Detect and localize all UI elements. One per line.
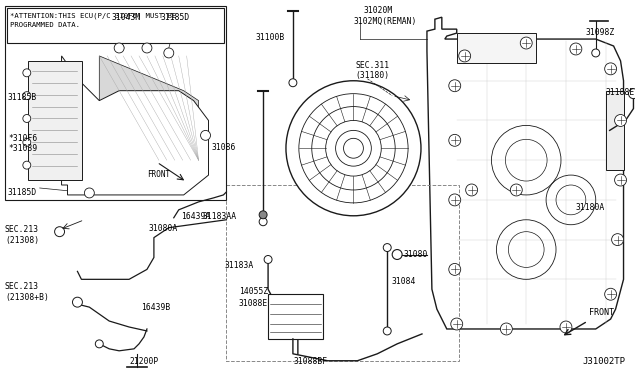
Text: 31185D: 31185D	[161, 13, 190, 22]
Circle shape	[592, 49, 600, 57]
Circle shape	[451, 318, 463, 330]
Text: 21200P: 21200P	[129, 357, 158, 366]
Circle shape	[392, 250, 402, 260]
Text: 31183AA: 31183AA	[202, 212, 236, 221]
Text: 31100B: 31100B	[256, 33, 285, 42]
Polygon shape	[99, 56, 198, 175]
Circle shape	[264, 256, 272, 263]
Text: 16439B: 16439B	[141, 303, 170, 312]
Circle shape	[289, 79, 297, 87]
Circle shape	[23, 138, 31, 146]
Circle shape	[286, 81, 421, 216]
Text: 31020M: 31020M	[364, 6, 393, 15]
Text: 31088E: 31088E	[239, 299, 268, 308]
Circle shape	[449, 134, 461, 146]
Text: 14055Z: 14055Z	[239, 287, 268, 296]
Text: 31180A: 31180A	[576, 203, 605, 212]
Text: 31185D: 31185D	[8, 188, 37, 197]
Circle shape	[466, 184, 477, 196]
Circle shape	[114, 43, 124, 53]
Circle shape	[614, 174, 627, 186]
Bar	[268, 294, 323, 339]
Bar	[5, 6, 227, 200]
Circle shape	[449, 80, 461, 92]
Bar	[605, 91, 623, 170]
Text: *310F6: *310F6	[8, 134, 37, 143]
Circle shape	[72, 297, 83, 307]
Text: 16439A: 16439A	[180, 212, 210, 221]
Circle shape	[570, 43, 582, 55]
Circle shape	[23, 115, 31, 122]
Bar	[28, 61, 83, 180]
Bar	[7, 8, 225, 43]
Text: 31088BF: 31088BF	[294, 357, 328, 366]
Circle shape	[612, 234, 623, 246]
Polygon shape	[427, 17, 623, 329]
Text: SEC.213: SEC.213	[5, 225, 39, 234]
Circle shape	[605, 288, 616, 300]
Text: (21308): (21308)	[5, 235, 39, 245]
Circle shape	[560, 321, 572, 333]
Circle shape	[259, 218, 267, 226]
Text: FRONT: FRONT	[147, 170, 170, 179]
Text: 31086: 31086	[212, 143, 236, 152]
Circle shape	[95, 340, 103, 348]
Circle shape	[628, 89, 639, 99]
Text: 31185B: 31185B	[8, 93, 37, 102]
Circle shape	[605, 63, 616, 75]
Text: 31080: 31080	[403, 250, 428, 259]
Circle shape	[520, 37, 532, 49]
Circle shape	[200, 131, 211, 140]
Circle shape	[142, 43, 152, 53]
Text: SEC.213: SEC.213	[5, 282, 39, 291]
Text: 31080A: 31080A	[149, 224, 178, 233]
Circle shape	[164, 48, 173, 58]
Text: J31002TP: J31002TP	[582, 357, 625, 366]
Circle shape	[23, 69, 31, 77]
Text: FRONT: FRONT	[589, 308, 614, 317]
Circle shape	[614, 115, 627, 126]
Circle shape	[23, 92, 31, 100]
Text: *31039: *31039	[8, 144, 37, 153]
Polygon shape	[61, 56, 209, 195]
Text: 31043M: 31043M	[111, 13, 140, 22]
Text: 31188E: 31188E	[605, 88, 635, 97]
Text: 31183A: 31183A	[225, 262, 254, 270]
Circle shape	[449, 194, 461, 206]
Circle shape	[500, 323, 513, 335]
Circle shape	[23, 161, 31, 169]
Text: (31180): (31180)	[355, 71, 390, 80]
Text: *ATTENTION:THIS ECU(P/C 310F6) MUST BE: *ATTENTION:THIS ECU(P/C 310F6) MUST BE	[10, 12, 176, 19]
Circle shape	[459, 50, 470, 62]
Circle shape	[449, 263, 461, 275]
Bar	[457, 33, 536, 63]
Text: SEC.311: SEC.311	[355, 61, 390, 70]
Text: 31084: 31084	[391, 278, 415, 286]
Text: 3102MQ(REMAN): 3102MQ(REMAN)	[353, 17, 417, 26]
Text: PROGRAMMED DATA.: PROGRAMMED DATA.	[10, 22, 80, 28]
Circle shape	[383, 327, 391, 335]
Circle shape	[84, 188, 94, 198]
Text: (21308+B): (21308+B)	[5, 293, 49, 302]
Circle shape	[54, 227, 65, 237]
Circle shape	[383, 244, 391, 251]
Circle shape	[259, 211, 267, 219]
Circle shape	[510, 184, 522, 196]
Bar	[227, 185, 459, 361]
Text: 31098Z: 31098Z	[586, 28, 615, 37]
